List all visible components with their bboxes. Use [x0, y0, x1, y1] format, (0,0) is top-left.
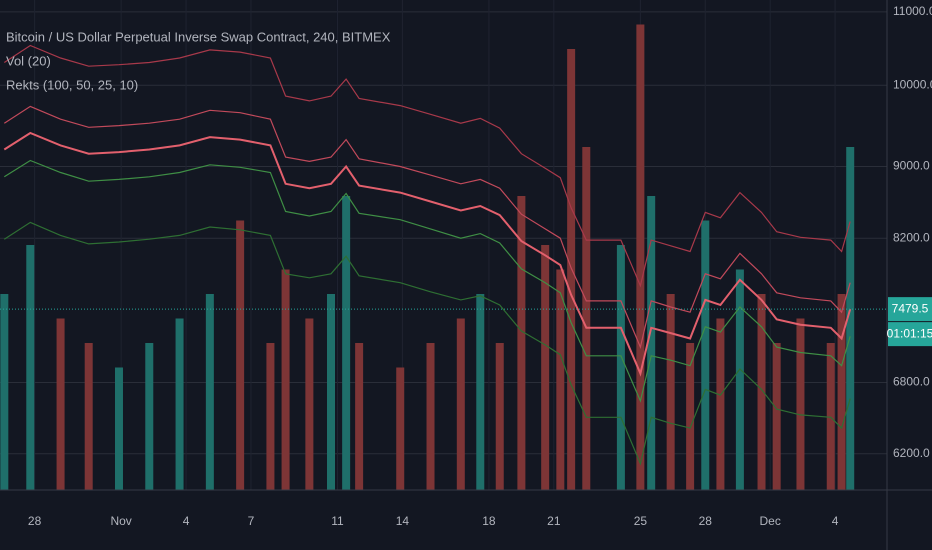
volume-bar [355, 343, 364, 490]
x-tick-label: 25 [634, 514, 648, 528]
x-tick-label: 7 [248, 514, 255, 528]
countdown-label: 01:01:15 [887, 326, 932, 340]
volume-bar [837, 294, 846, 490]
volume-bar [567, 49, 576, 490]
volume-bar [266, 343, 275, 490]
volume-bar [396, 367, 405, 490]
y-tick-label: 10000.0 [893, 77, 932, 91]
volume-bar [666, 294, 675, 490]
volume-bar [342, 196, 351, 490]
volume-bar [701, 220, 710, 490]
y-tick-label: 8200.0 [893, 230, 930, 244]
x-tick-label: 28 [699, 514, 713, 528]
x-tick-label: 28 [28, 514, 42, 528]
volume-bar [56, 318, 65, 490]
y-tick-label: 9000.0 [893, 159, 930, 173]
volume-bar [735, 269, 744, 490]
chart-title: Bitcoin / US Dollar Perpetual Inverse Sw… [6, 29, 391, 44]
volume-bar [796, 318, 805, 490]
volume-bar [686, 343, 695, 490]
volume-bar [647, 196, 656, 490]
volume-bar [84, 343, 93, 490]
band-line [3, 105, 851, 350]
volume-bar [145, 343, 154, 490]
volume-bar [175, 318, 184, 490]
price-line [3, 131, 852, 377]
y-tick-label: 11000.0 [893, 4, 932, 18]
volume-bar [205, 294, 214, 490]
last-price-box [888, 297, 932, 322]
volume-bar [826, 343, 835, 490]
band-line [3, 221, 851, 466]
volume-bar [716, 318, 725, 490]
volume-bar [757, 294, 766, 490]
x-tick-label: Dec [760, 514, 781, 528]
volume-bar [616, 245, 625, 490]
y-tick-label: 6800.0 [893, 375, 930, 389]
x-tick-label: 4 [183, 514, 190, 528]
volume-bar [281, 269, 290, 490]
volume-bar [0, 294, 9, 490]
countdown-box [888, 322, 932, 347]
volume-bar [636, 24, 645, 490]
volume-bar [456, 318, 465, 490]
volume-bar [556, 269, 565, 490]
volume-bar [517, 196, 526, 490]
volume-bar [582, 147, 591, 490]
volume-bar [846, 147, 855, 490]
x-tick-label: 11 [331, 514, 344, 528]
x-tick-label: 18 [482, 514, 496, 528]
last-price-label: 7479.5 [892, 301, 929, 315]
indicator-legend: Rekts (100, 50, 25, 10) [6, 77, 138, 92]
volume-bar [541, 245, 550, 490]
volume-bar [426, 343, 435, 490]
volume-bar [114, 367, 123, 490]
volume-bar [772, 343, 781, 490]
x-tick-label: Nov [110, 514, 131, 528]
volume-legend: Vol (20) [6, 53, 51, 68]
volume-bar [476, 294, 485, 490]
volume-bar [305, 318, 314, 490]
x-tick-label: 21 [547, 514, 561, 528]
volume-bar [26, 245, 35, 490]
band-line [3, 44, 851, 288]
volume-bar [236, 220, 245, 490]
volume-bar [327, 294, 336, 490]
volume-bar [495, 343, 504, 490]
y-tick-label: 6200.0 [893, 446, 930, 460]
band-line [3, 159, 851, 403]
x-tick-label: 4 [832, 514, 839, 528]
plot-area [0, 24, 855, 490]
x-tick-label: 14 [396, 514, 410, 528]
